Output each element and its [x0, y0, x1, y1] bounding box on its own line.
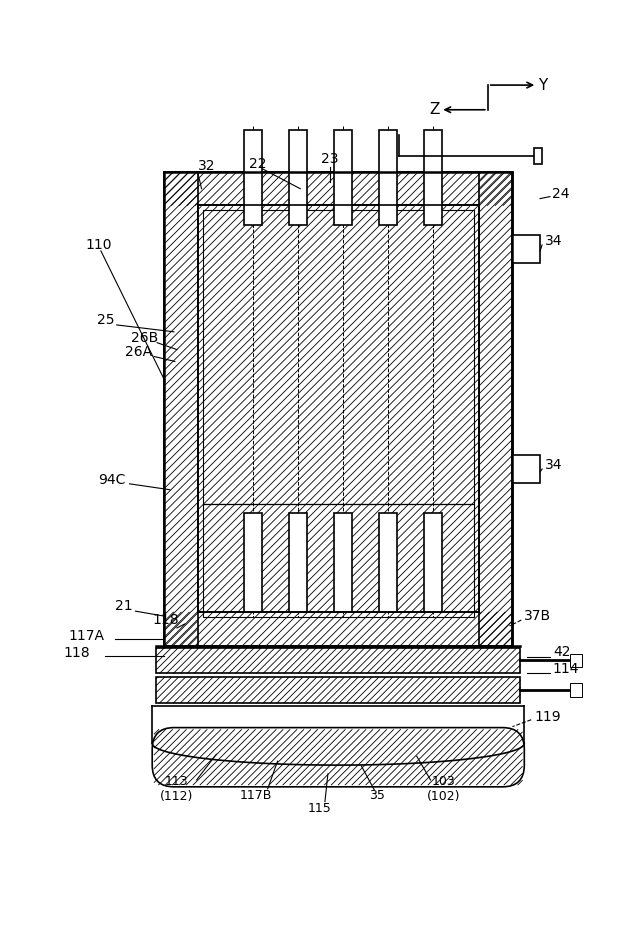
Text: 26B: 26B [131, 330, 157, 344]
Text: 23: 23 [321, 152, 339, 167]
Bar [164, 172, 198, 646]
Text: 21: 21 [115, 599, 132, 614]
Bar [424, 514, 442, 613]
Bar [198, 205, 479, 613]
Text: 37B: 37B [524, 609, 552, 623]
Bar [164, 613, 513, 646]
Text: 22: 22 [249, 157, 266, 171]
Bar [334, 131, 352, 225]
Text: 119: 119 [534, 710, 561, 724]
Text: 117A: 117A [68, 629, 104, 643]
Text: 118: 118 [152, 613, 179, 627]
Text: 34: 34 [545, 234, 563, 248]
Bar [289, 131, 307, 225]
Bar [164, 172, 513, 646]
Text: 115: 115 [308, 802, 332, 815]
Bar [202, 503, 474, 617]
Text: 35: 35 [369, 789, 385, 803]
Text: 25: 25 [97, 313, 115, 327]
Bar [513, 455, 540, 483]
Bar [156, 647, 520, 674]
Bar [513, 235, 540, 263]
Text: Y: Y [538, 77, 548, 92]
Bar [244, 514, 262, 613]
Bar [380, 131, 397, 225]
Text: 42: 42 [553, 645, 570, 659]
Bar [570, 654, 582, 667]
Bar [198, 205, 479, 613]
Bar [479, 172, 513, 646]
Bar [156, 678, 520, 703]
Bar [289, 514, 307, 613]
Bar [244, 131, 262, 225]
Bar [334, 514, 352, 613]
Text: 32: 32 [198, 159, 215, 173]
Text: 114: 114 [553, 662, 579, 677]
Text: 113
(112): 113 (112) [160, 774, 193, 803]
Text: 117B: 117B [239, 789, 272, 803]
Text: Z: Z [429, 103, 440, 118]
Bar [424, 131, 442, 225]
Bar [380, 514, 397, 613]
Text: 103
(102): 103 (102) [427, 774, 460, 803]
Bar [534, 149, 542, 164]
Text: 110: 110 [85, 238, 111, 252]
Bar [202, 211, 474, 503]
Bar [164, 172, 513, 646]
Text: 26A: 26A [125, 344, 152, 359]
Bar [164, 172, 513, 205]
Text: 24: 24 [552, 186, 570, 200]
Bar [570, 683, 582, 697]
FancyBboxPatch shape [152, 727, 524, 787]
Text: 94C: 94C [98, 473, 125, 486]
Text: 34: 34 [545, 458, 563, 472]
Text: 118: 118 [63, 646, 90, 660]
